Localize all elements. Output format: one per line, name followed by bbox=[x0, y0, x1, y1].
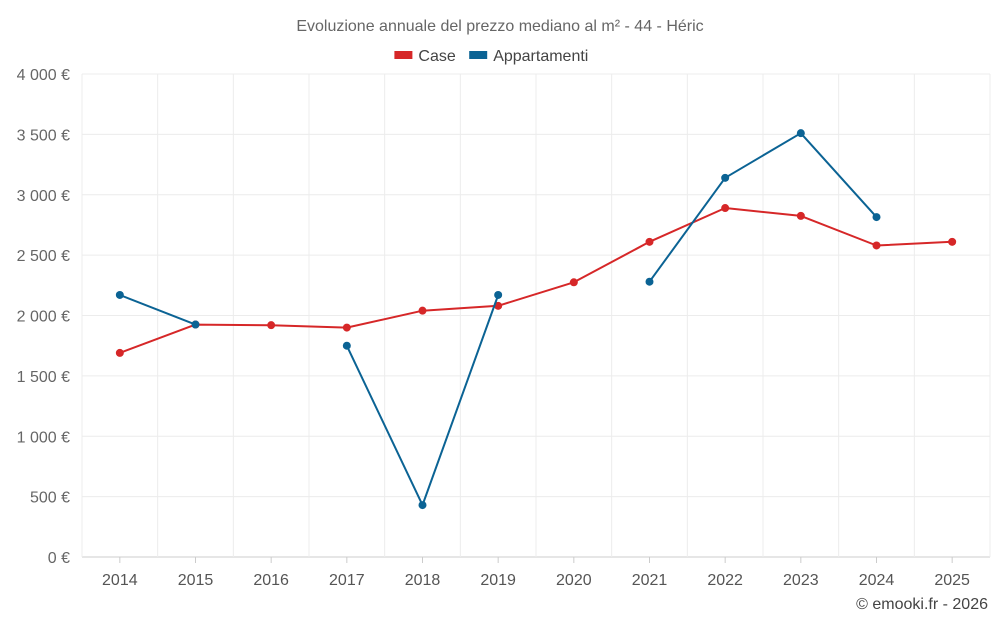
y-tick-label-2000: 2 000 € bbox=[17, 309, 70, 326]
y-tick-label-1500: 1 500 € bbox=[17, 369, 70, 386]
grid-lines bbox=[81, 73, 991, 558]
legend-label-appartamenti: Appartamenti bbox=[493, 48, 588, 65]
x-tick-label-2024: 2024 bbox=[859, 572, 895, 589]
point-appartamenti-2024 bbox=[872, 213, 881, 222]
x-tick-label-2014: 2014 bbox=[102, 572, 138, 589]
legend-item-appartamenti: Appartamenti bbox=[469, 48, 588, 65]
x-tick-label-2018: 2018 bbox=[405, 572, 441, 589]
x-tick-label-2017: 2017 bbox=[329, 572, 365, 589]
point-appartamenti-2021 bbox=[645, 277, 654, 286]
point-appartamenti-2022 bbox=[721, 173, 730, 182]
y-tick-label-1000: 1 000 € bbox=[17, 429, 70, 446]
legend: Case Appartamenti bbox=[394, 48, 588, 65]
point-appartamenti-2017 bbox=[342, 341, 351, 350]
point-case-2016 bbox=[267, 321, 276, 330]
point-appartamenti-2014 bbox=[115, 290, 124, 299]
point-case-2023 bbox=[796, 211, 805, 220]
chart-title: Evoluzione annuale del prezzo mediano al… bbox=[296, 18, 703, 35]
point-case-2024 bbox=[872, 241, 881, 250]
series-line-case-0 bbox=[119, 207, 953, 354]
point-case-2021 bbox=[645, 237, 654, 246]
x-tick-label-2019: 2019 bbox=[480, 572, 516, 589]
point-appartamenti-2015 bbox=[191, 320, 200, 329]
y-tick-label-3000: 3 000 € bbox=[17, 188, 70, 205]
point-case-2017 bbox=[342, 323, 351, 332]
point-appartamenti-2018 bbox=[418, 501, 427, 510]
y-tick-label-4000: 4 000 € bbox=[17, 67, 70, 84]
y-tick-label-500: 500 € bbox=[30, 490, 70, 507]
y-tick-label-3500: 3 500 € bbox=[17, 127, 70, 144]
point-appartamenti-2023 bbox=[796, 129, 805, 138]
y-axis: 0 € 500 € 1 000 € 1 500 € 2 000 € 2 500 € 3 00… bbox=[17, 67, 70, 567]
x-tick-label-2023: 2023 bbox=[783, 572, 819, 589]
legend-swatch-appartamenti bbox=[469, 51, 488, 59]
x-tick-label-2022: 2022 bbox=[707, 572, 743, 589]
x-tick-label-2021: 2021 bbox=[632, 572, 668, 589]
point-appartamenti-2019 bbox=[494, 290, 503, 299]
series-line-appartamenti-0 bbox=[119, 294, 196, 326]
credit-text: © emooki.fr - 2026 bbox=[856, 596, 988, 613]
point-case-2022 bbox=[721, 204, 730, 213]
legend-item-case: Case bbox=[394, 48, 456, 65]
point-case-2014 bbox=[115, 348, 124, 357]
x-tick-label-2016: 2016 bbox=[253, 572, 289, 589]
point-case-2020 bbox=[569, 278, 578, 287]
legend-swatch-case bbox=[394, 51, 413, 59]
y-tick-label-2500: 2 500 € bbox=[17, 248, 70, 265]
x-tick-label-2025: 2025 bbox=[934, 572, 970, 589]
x-tick-label-2015: 2015 bbox=[178, 572, 214, 589]
point-case-2018 bbox=[418, 306, 427, 315]
y-tick-label-0: 0 € bbox=[48, 550, 70, 567]
series-line-appartamenti-1 bbox=[345, 294, 500, 507]
series-layer bbox=[115, 129, 957, 510]
legend-label-case: Case bbox=[418, 48, 455, 65]
point-case-2019 bbox=[494, 301, 503, 310]
x-axis: 2014 2015 2016 2017 2018 2019 2020 2021 2022 2023… bbox=[102, 557, 970, 589]
series-line-appartamenti-2 bbox=[648, 132, 878, 283]
point-case-2025 bbox=[948, 237, 957, 246]
x-tick-label-2020: 2020 bbox=[556, 572, 592, 589]
series-appartamenti bbox=[115, 129, 881, 510]
